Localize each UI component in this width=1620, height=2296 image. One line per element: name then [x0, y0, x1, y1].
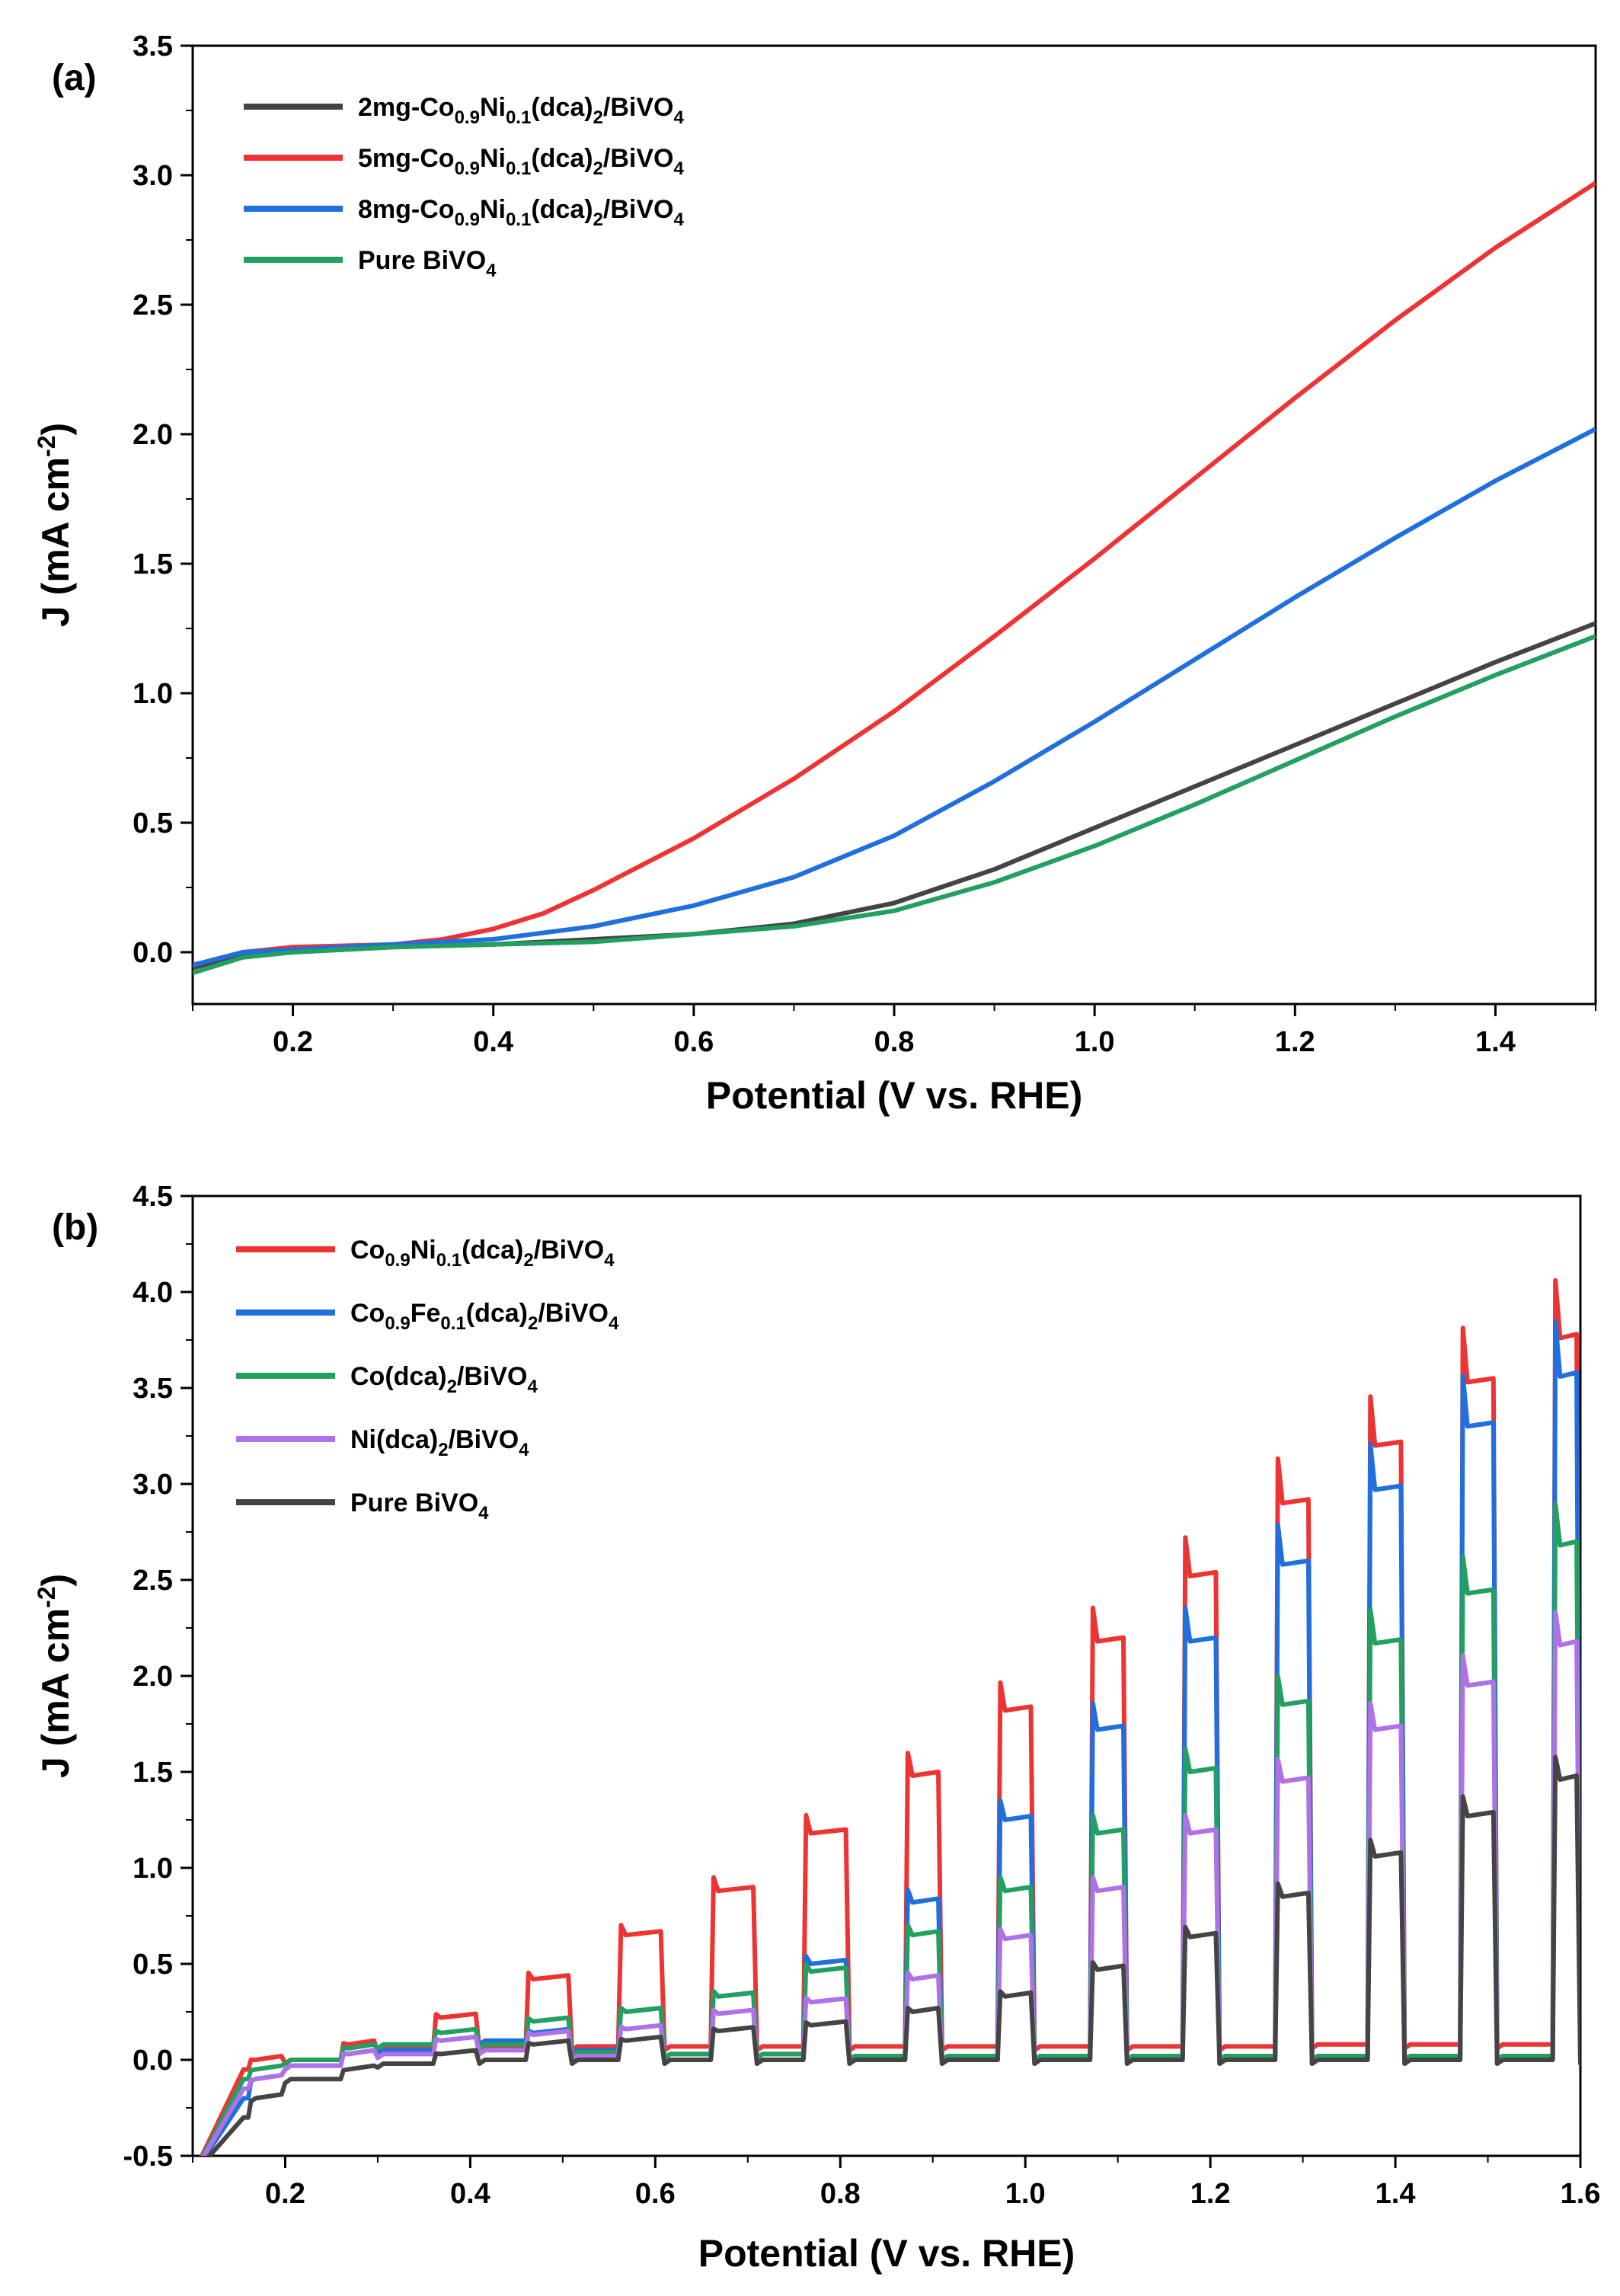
x-tick-label: 0.6	[673, 1026, 714, 1058]
x-tick-label: 1.0	[1005, 2178, 1046, 2210]
x-tick-label: 0.6	[635, 2178, 676, 2210]
legend: Co0.9Ni0.1(dca)2/BiVO4 Co0.9Fe0.1(dca)2/B…	[236, 1236, 619, 1524]
legend-label: Co0.9Ni0.1(dca)2/BiVO4	[350, 1236, 615, 1271]
y-tick-label: 1.0	[133, 1853, 173, 1885]
series-line	[193, 181, 1596, 967]
y-tick-label: 3.5	[133, 1373, 173, 1405]
y-tick-label: 4.5	[133, 1181, 173, 1213]
plot-area	[199, 1278, 1580, 2156]
y-tick-label: 2.5	[133, 289, 173, 321]
x-tick-label: 1.4	[1376, 2178, 1416, 2210]
y-tick-label: 3.0	[133, 160, 173, 192]
y-axis-label: J (mA cm-2)	[33, 1574, 77, 1778]
legend-label: Ni(dca)2/BiVO4	[350, 1425, 529, 1460]
panel-a: 0.2 0.4 0.6 0.8 1.0 1.2 1.4 0.0 0.5 1.0 1.5 2.0 2.5 3…	[33, 30, 1597, 1117]
y-tick-label: 0.5	[133, 1949, 173, 1981]
y-tick-label: 2.0	[133, 1661, 173, 1693]
x-tick-label: 0.8	[874, 1026, 915, 1058]
plot-area	[193, 181, 1596, 976]
x-tick-label: 1.4	[1475, 1026, 1516, 1058]
series-line	[200, 1501, 1580, 2156]
y-tick-label: 0.5	[133, 807, 173, 839]
legend-label: Pure BiVO4	[350, 1489, 489, 1524]
y-tick-label: 2.0	[133, 419, 173, 451]
y-axis-label: J (mA cm-2)	[33, 423, 77, 627]
x-tick-label: 0.2	[265, 2178, 305, 2210]
series-line	[201, 1610, 1580, 2156]
y-tick-label: 3.5	[133, 30, 173, 62]
legend-label: Pure BiVO4	[358, 246, 497, 281]
legend-label: Co(dca)2/BiVO4	[350, 1362, 538, 1397]
y-tick-label: 1.0	[133, 678, 173, 710]
x-tick-label: 1.0	[1075, 1026, 1115, 1058]
x-tick-label: 0.4	[450, 2178, 490, 2210]
y-tick-label: 2.5	[133, 1565, 173, 1597]
x-tick-label: 1.6	[1561, 2178, 1601, 2210]
y-tick-label: 0.0	[133, 937, 173, 969]
x-tick-label: 0.8	[820, 2178, 861, 2210]
plot-frame	[191, 44, 1597, 1006]
panel-label: (b)	[52, 1207, 98, 1248]
legend-label: 5mg-Co0.9Ni0.1(dca)2/BiVO4	[358, 144, 684, 179]
x-tick-label: 0.2	[273, 1026, 313, 1058]
legend-label: 2mg-Co0.9Ni0.1(dca)2/BiVO4	[358, 93, 684, 128]
y-tick-label: 0.0	[133, 2045, 173, 2077]
x-axis-label: Potential (V vs. RHE)	[706, 1074, 1083, 1117]
x-axis-label: Potential (V vs. RHE)	[698, 2232, 1075, 2275]
panel-label: (a)	[52, 58, 97, 98]
panel-b: 0.2 0.4 0.6 0.8 1.0 1.2 1.4 1.6 -0.5 0.0 0.5 1.0 1.5…	[33, 1181, 1600, 2275]
x-tick-label: 1.2	[1190, 2178, 1231, 2210]
x-tick-label: 1.2	[1275, 1026, 1315, 1058]
series-line	[193, 621, 1596, 971]
y-tick-label: 4.0	[133, 1277, 173, 1309]
series-line	[193, 634, 1596, 976]
y-tick-label: 3.0	[133, 1469, 173, 1501]
legend: 2mg-Co0.9Ni0.1(dca)2/BiVO4 5mg-Co0.9Ni0.1…	[244, 93, 684, 281]
y-tick-label: 1.5	[133, 548, 173, 580]
y-tick-label: -0.5	[123, 2141, 173, 2173]
series-line	[193, 427, 1596, 967]
y-tick-label: 1.5	[133, 1757, 173, 1789]
series-line	[199, 1278, 1580, 2156]
legend-label: 8mg-Co0.9Ni0.1(dca)2/BiVO4	[358, 195, 684, 230]
series-line	[206, 1754, 1580, 2156]
legend-label: Co0.9Fe0.1(dca)2/BiVO4	[350, 1299, 619, 1334]
x-tick-label: 0.4	[473, 1026, 513, 1058]
